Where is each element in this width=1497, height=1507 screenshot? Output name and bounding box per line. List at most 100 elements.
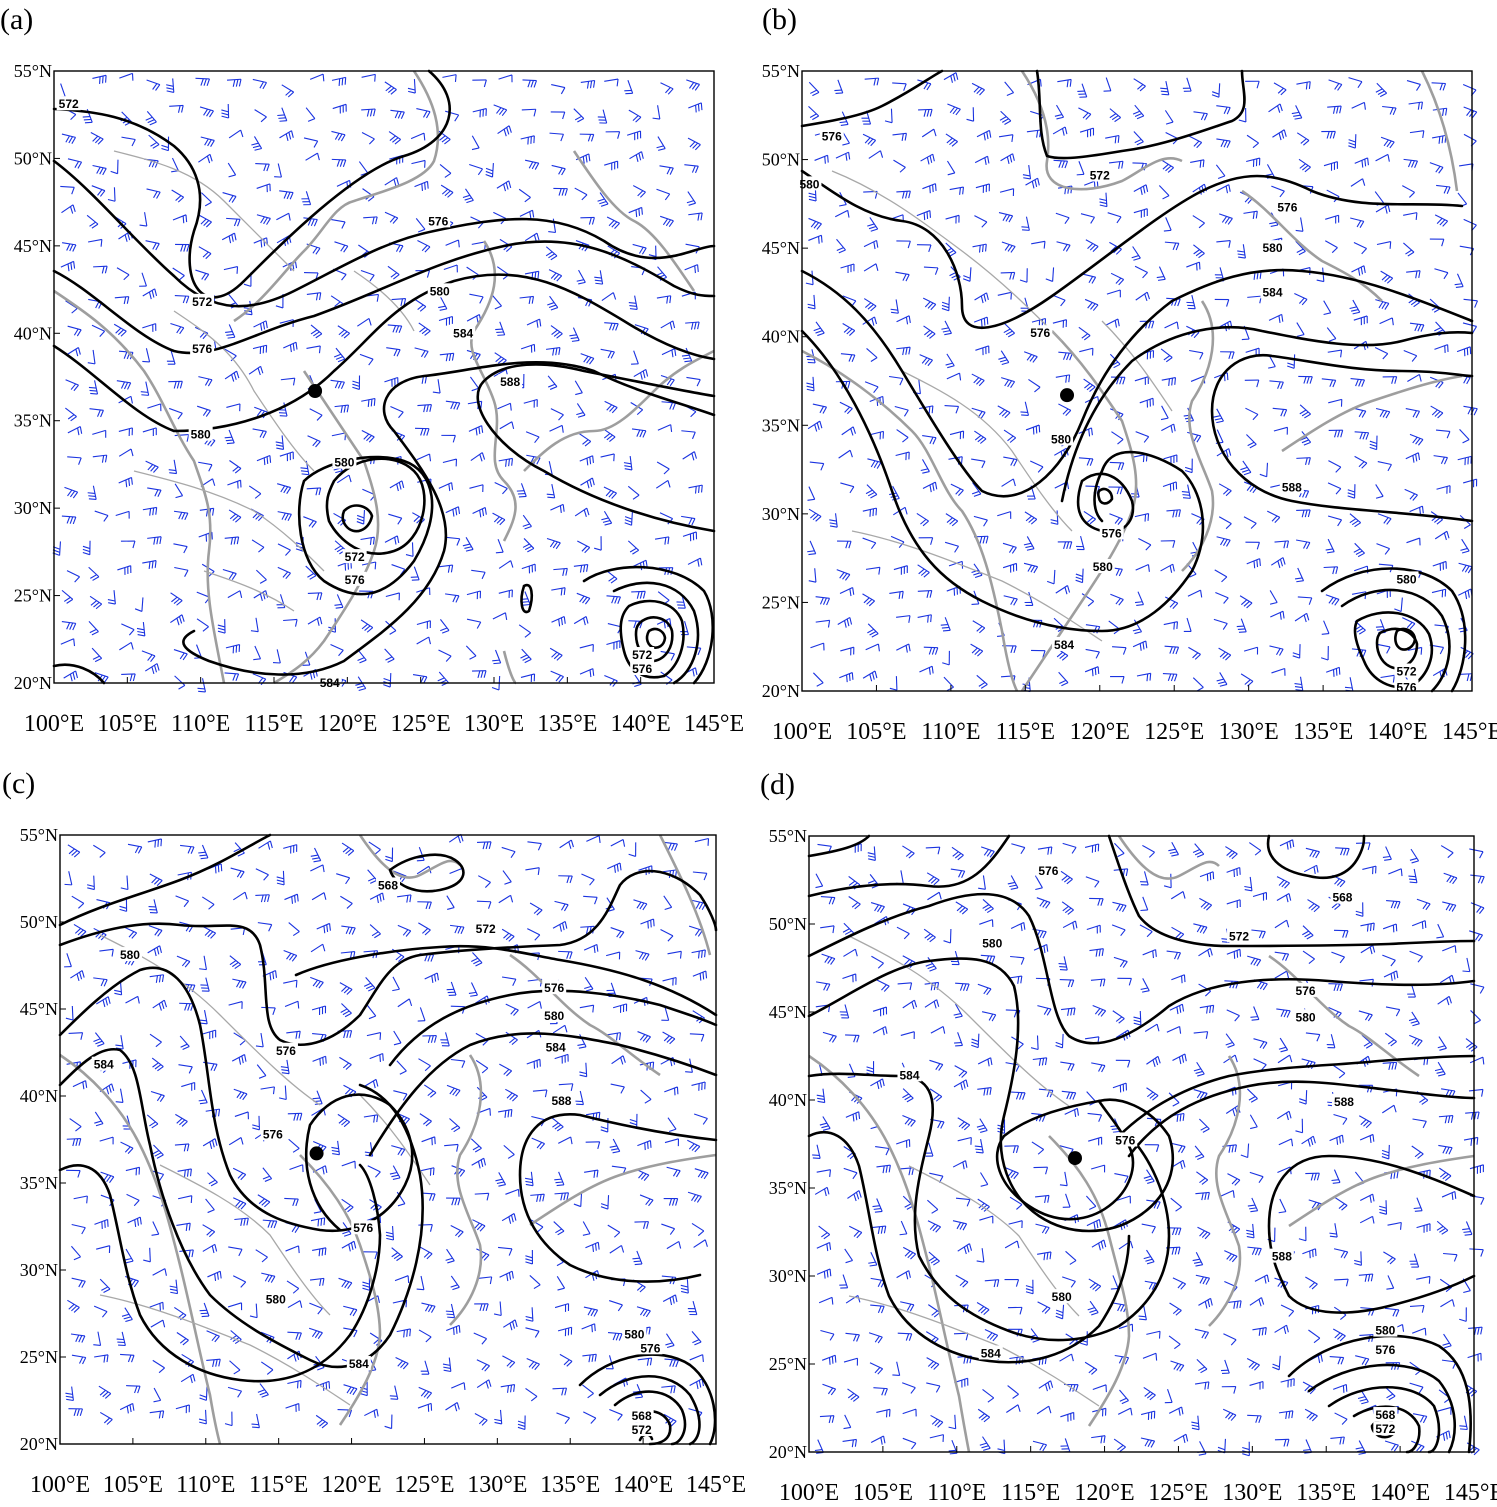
- lon-tick-label: 130°E: [1222, 1480, 1282, 1506]
- wind-barb: [360, 619, 374, 633]
- wind-barb: [361, 131, 375, 145]
- wind-barb: [141, 650, 156, 662]
- wind-barb: [1351, 101, 1366, 110]
- contour-label: 576: [1038, 864, 1058, 878]
- wind-barb: [283, 618, 298, 627]
- wind-barb: [1321, 620, 1330, 635]
- wind-barb: [1215, 591, 1229, 604]
- wind-barb: [863, 239, 879, 250]
- wind-barb: [890, 535, 905, 548]
- wind-barb: [172, 214, 188, 224]
- wind-barb: [1380, 270, 1394, 284]
- geopotential-contours: [800, 69, 1474, 693]
- wind-barb: [496, 180, 512, 192]
- wind-barb: [551, 587, 566, 596]
- wind-barb: [73, 1195, 88, 1204]
- wind-barb: [180, 844, 195, 854]
- wind-barb: [896, 346, 911, 356]
- station-markers: [1068, 1151, 1082, 1166]
- wind-barb: [1162, 673, 1178, 682]
- wind-barb: [896, 643, 911, 653]
- wind-barb: [498, 74, 513, 83]
- wind-barb: [361, 73, 376, 82]
- latitude-axis: 20°N 25°N 30°N 35°N 40°N 45°N 50°N 55°N: [769, 826, 815, 1462]
- contour-label: 580: [430, 284, 450, 298]
- wind-barb: [196, 618, 209, 632]
- wind-barb: [808, 568, 817, 583]
- coastline-layer: [59, 834, 717, 1445]
- wind-barb: [341, 1198, 354, 1213]
- wind-barb: [307, 616, 323, 626]
- wind-barb: [841, 426, 857, 436]
- wind-barb: [585, 1241, 600, 1252]
- wind-barb: [94, 510, 109, 522]
- wind-barb: [175, 895, 190, 908]
- lat-tick-label: 45°N: [14, 236, 52, 256]
- station-marker: [308, 383, 323, 398]
- wind-barb: [70, 970, 85, 982]
- wind-barb: [1164, 645, 1180, 655]
- wind-barb: [199, 106, 214, 118]
- wind-barb: [145, 460, 159, 473]
- wind-barb: [525, 1387, 538, 1402]
- wind-barb: [573, 616, 589, 626]
- wind-barb: [1351, 265, 1366, 276]
- lat-tick-label: 35°N: [769, 1178, 807, 1198]
- wind-barb: [580, 216, 595, 225]
- wind-barb: [505, 1003, 519, 1016]
- wind-barb: [66, 347, 81, 357]
- wind-barb: [147, 487, 162, 497]
- wind-barb: [971, 82, 985, 96]
- lon-tick-label: 135°E: [1293, 719, 1353, 745]
- lon-tick-label: 105°E: [103, 1472, 163, 1498]
- wind-barb: [550, 111, 566, 120]
- wind-barb: [546, 483, 556, 499]
- wind-barb: [1434, 214, 1449, 227]
- wind-barb: [558, 950, 573, 959]
- contour-label: 588: [1282, 480, 1302, 494]
- wind-barb: [557, 1326, 573, 1337]
- wind-barb: [146, 79, 161, 91]
- wind-barb: [1132, 104, 1145, 120]
- wind-barb: [1328, 460, 1342, 473]
- wind-barb: [1052, 319, 1068, 328]
- wind-barb: [623, 455, 633, 471]
- wind-barb: [149, 1033, 162, 1048]
- wind-barb: [949, 186, 965, 195]
- wind-barb: [554, 1053, 569, 1064]
- wind-barb: [840, 646, 855, 656]
- wind-barb: [1274, 540, 1290, 549]
- wind-barb: [1259, 462, 1269, 478]
- wind-barb: [834, 209, 850, 218]
- lon-tick-label: 140°E: [611, 711, 671, 737]
- wind-barb: [1213, 408, 1224, 424]
- wind-barb: [396, 1328, 411, 1338]
- wind-barb: [473, 1332, 488, 1345]
- wind-barb: [395, 1357, 409, 1370]
- wind-barb: [201, 896, 215, 910]
- wind-barb: [1375, 407, 1391, 419]
- wind-barb: [1021, 216, 1030, 231]
- wind-barb: [840, 482, 855, 494]
- wind-barb: [527, 1000, 542, 1009]
- lat-tick-label: 55°N: [20, 825, 58, 845]
- wind-barb: [1374, 346, 1389, 360]
- wind-barb: [600, 348, 615, 359]
- wind-barb: [520, 135, 535, 145]
- wind-barb: [228, 1001, 243, 1009]
- wind-barb: [474, 1303, 489, 1312]
- wind-barb: [171, 189, 185, 203]
- wind-barb: [892, 82, 907, 91]
- wind-barb: [864, 77, 880, 86]
- wind-barb: [309, 408, 323, 421]
- wind-barb: [389, 480, 405, 492]
- wind-barb: [280, 1059, 290, 1075]
- wind-barb: [68, 1032, 84, 1040]
- wind-barb: [550, 408, 564, 421]
- wind-barb: [687, 1300, 698, 1316]
- wind-barb: [120, 1353, 135, 1363]
- lat-tick-label: 30°N: [14, 498, 52, 518]
- wind-barb: [93, 265, 108, 274]
- wind-barb: [1463, 478, 1478, 488]
- wind-barb: [442, 74, 457, 82]
